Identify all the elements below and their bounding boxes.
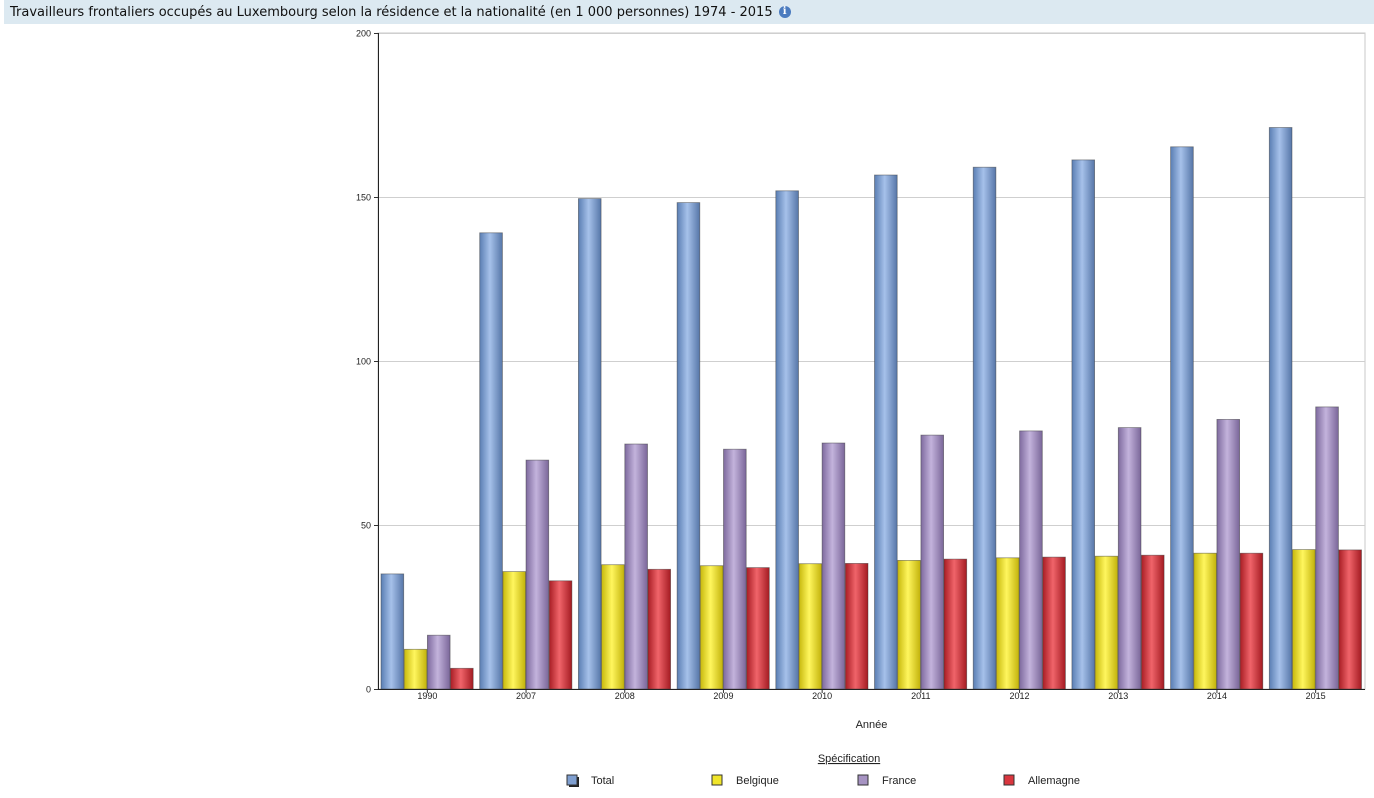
title-bar: Travailleurs frontaliers occupés au Luxe… — [4, 0, 1374, 24]
bar-france-2015[interactable] — [1315, 406, 1339, 690]
bar-allemagne-2007[interactable] — [548, 580, 573, 690]
bar-total-2012[interactable] — [972, 166, 997, 690]
legend-label-total[interactable]: Total — [591, 775, 614, 787]
bar-belgique-2013[interactable] — [1094, 555, 1119, 690]
x-axis-title: Année — [856, 719, 888, 731]
bar-belgique-2007[interactable] — [502, 571, 526, 690]
legend-label-allemagne[interactable]: Allemagne — [1028, 775, 1080, 787]
bar-belgique-2009[interactable] — [699, 565, 724, 690]
bar-belgique-2011[interactable] — [897, 560, 921, 690]
legend-swatch-total[interactable] — [566, 774, 578, 786]
bar-total-2015[interactable] — [1268, 127, 1293, 690]
bar-total-2009[interactable] — [676, 202, 701, 690]
y-tick-label: 200 — [356, 29, 371, 39]
legend-swatch-france[interactable] — [857, 774, 869, 786]
x-tick-label: 2012 — [1010, 691, 1030, 701]
x-tick-label: 2008 — [615, 691, 635, 701]
y-tick-label: 0 — [366, 685, 371, 695]
bar-france-2007[interactable] — [525, 459, 550, 690]
bar-total-2007[interactable] — [479, 232, 503, 690]
bar-belgique-2012[interactable] — [996, 557, 1020, 690]
bar-allemagne-2010[interactable] — [844, 563, 869, 690]
bar-allemagne-2009[interactable] — [746, 567, 770, 690]
bar-allemagne-1990[interactable] — [450, 667, 474, 690]
bar-allemagne-2012[interactable] — [1042, 556, 1066, 690]
legend-label-france[interactable]: France — [882, 775, 916, 787]
x-tick-label: 2007 — [516, 691, 536, 701]
y-tick-label: 100 — [356, 357, 371, 367]
x-tick-label: 2011 — [911, 691, 930, 701]
bar-france-2009[interactable] — [723, 448, 747, 690]
bar-france-2011[interactable] — [920, 434, 945, 690]
legend-swatch-belgique[interactable] — [711, 774, 723, 786]
bar-france-2013[interactable] — [1117, 427, 1142, 690]
bar-belgique-2015[interactable] — [1292, 549, 1316, 690]
bar-france-2012[interactable] — [1019, 430, 1043, 690]
x-tick-label: 1990 — [417, 691, 437, 701]
legend-title: Spécification — [818, 753, 880, 765]
page-title: Travailleurs frontaliers occupés au Luxe… — [10, 4, 773, 20]
legend-swatch-allemagne[interactable] — [1003, 774, 1015, 786]
x-tick-label: 2009 — [713, 691, 733, 701]
x-tick-label: 2015 — [1306, 691, 1326, 701]
bar-total-1990[interactable] — [380, 573, 405, 690]
bar-allemagne-2011[interactable] — [943, 558, 968, 690]
bar-total-2014[interactable] — [1170, 146, 1194, 690]
legend-label-belgique[interactable]: Belgique — [736, 775, 779, 787]
bar-total-2008[interactable] — [578, 198, 602, 690]
bar-total-2013[interactable] — [1071, 159, 1096, 690]
info-icon[interactable]: i — [778, 6, 791, 18]
x-tick-label: 2014 — [1207, 691, 1227, 701]
bar-allemagne-2008[interactable] — [647, 568, 672, 690]
bar-france-2008[interactable] — [624, 443, 648, 690]
bar-allemagne-2014[interactable] — [1239, 552, 1264, 690]
x-tick-label: 2010 — [812, 691, 832, 701]
bar-belgique-2008[interactable] — [601, 564, 625, 690]
bar-belgique-1990[interactable] — [403, 648, 428, 690]
x-tick-label: 2013 — [1108, 691, 1128, 701]
bar-belgique-2010[interactable] — [798, 563, 823, 690]
bar-allemagne-2013[interactable] — [1141, 554, 1165, 690]
bar-france-1990[interactable] — [426, 634, 451, 690]
y-tick-label: 50 — [361, 521, 371, 531]
bar-france-2010[interactable] — [821, 442, 846, 690]
bar-total-2011[interactable] — [874, 174, 898, 690]
y-tick-label: 150 — [356, 193, 371, 203]
bar-france-2014[interactable] — [1216, 418, 1241, 690]
bar-allemagne-2015[interactable] — [1338, 549, 1362, 690]
bar-belgique-2014[interactable] — [1193, 552, 1217, 690]
bar-total-2010[interactable] — [775, 190, 799, 690]
